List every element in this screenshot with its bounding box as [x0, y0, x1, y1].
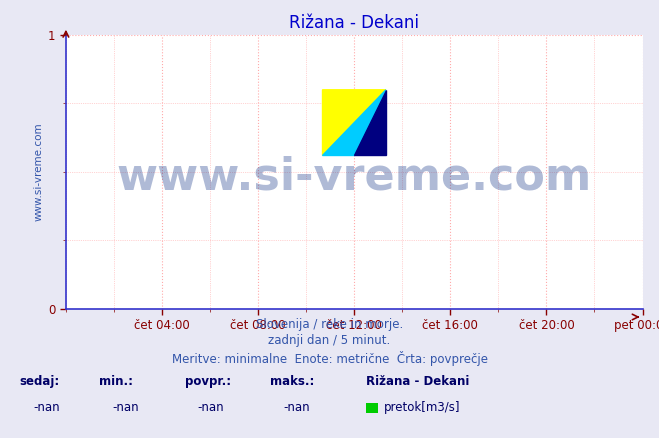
Text: -nan: -nan	[283, 401, 310, 414]
Text: min.:: min.:	[99, 374, 133, 388]
Title: Rižana - Dekani: Rižana - Dekani	[289, 14, 419, 32]
Text: povpr.:: povpr.:	[185, 374, 231, 388]
Text: -nan: -nan	[112, 401, 138, 414]
Text: -nan: -nan	[198, 401, 224, 414]
Polygon shape	[355, 90, 386, 155]
Polygon shape	[322, 90, 386, 155]
Text: Slovenija / reke in morje.: Slovenija / reke in morje.	[256, 318, 403, 331]
Text: pretok[m3/s]: pretok[m3/s]	[384, 401, 461, 414]
Polygon shape	[322, 90, 386, 155]
Text: Meritve: minimalne  Enote: metrične  Črta: povprečje: Meritve: minimalne Enote: metrične Črta:…	[171, 351, 488, 366]
Text: -nan: -nan	[33, 401, 59, 414]
Text: Rižana - Dekani: Rižana - Dekani	[366, 374, 469, 388]
Text: maks.:: maks.:	[270, 374, 314, 388]
Y-axis label: www.si-vreme.com: www.si-vreme.com	[34, 123, 43, 221]
Text: zadnji dan / 5 minut.: zadnji dan / 5 minut.	[268, 334, 391, 347]
Text: sedaj:: sedaj:	[20, 374, 60, 388]
Text: www.si-vreme.com: www.si-vreme.com	[117, 156, 592, 199]
